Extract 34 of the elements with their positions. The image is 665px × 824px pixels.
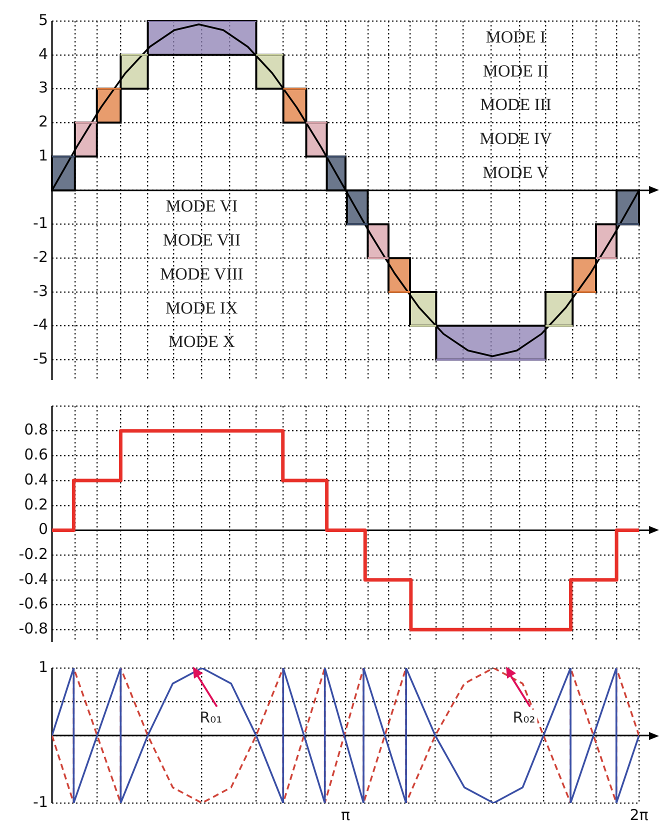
x-tick-label: π xyxy=(340,806,350,824)
y-tick-label: 2 xyxy=(38,112,48,130)
y-tick-label: -5 xyxy=(33,350,48,368)
y-tick-label: -0.2 xyxy=(18,544,48,563)
annotation: MODE VIII xyxy=(160,264,244,284)
y-tick-label: 0.4 xyxy=(24,470,48,488)
y-tick-label: -1 xyxy=(33,214,48,232)
y-tick-label: -3 xyxy=(33,282,48,300)
annotation: R₀₁ xyxy=(200,708,222,727)
y-tick-label: -0.8 xyxy=(18,619,48,638)
y-tick-label: -1 xyxy=(33,792,48,811)
annotation: MODE I xyxy=(486,27,546,46)
x-tick-label: 2π xyxy=(630,806,648,824)
annotation: MODE VII xyxy=(162,230,241,250)
annotation: MODE IX xyxy=(166,298,238,318)
y-tick-label: -4 xyxy=(33,316,48,334)
y-tick-label: 0.2 xyxy=(24,495,48,514)
y-tick-label: 0 xyxy=(38,520,48,538)
y-tick-label: 1 xyxy=(38,146,48,164)
y-tick-label: 3 xyxy=(38,78,48,97)
y-tick-label: 5 xyxy=(38,10,48,29)
annotation: MODE IV xyxy=(480,129,553,148)
y-tick-label: -0.4 xyxy=(18,570,48,588)
annotation: R₀₂ xyxy=(512,708,536,727)
annotation: MODE V xyxy=(482,162,550,182)
y-tick-label: 1 xyxy=(38,658,48,676)
y-tick-label: -0.6 xyxy=(18,594,48,613)
y-tick-label: 4 xyxy=(38,44,48,63)
y-tick-label: 0.8 xyxy=(24,420,48,439)
annotation: MODE VI xyxy=(166,196,238,216)
y-tick-label: -2 xyxy=(33,248,48,266)
annotation: MODE III xyxy=(480,95,552,114)
y-tick-label: 0.6 xyxy=(24,446,48,464)
annotation: MODE X xyxy=(168,332,235,352)
